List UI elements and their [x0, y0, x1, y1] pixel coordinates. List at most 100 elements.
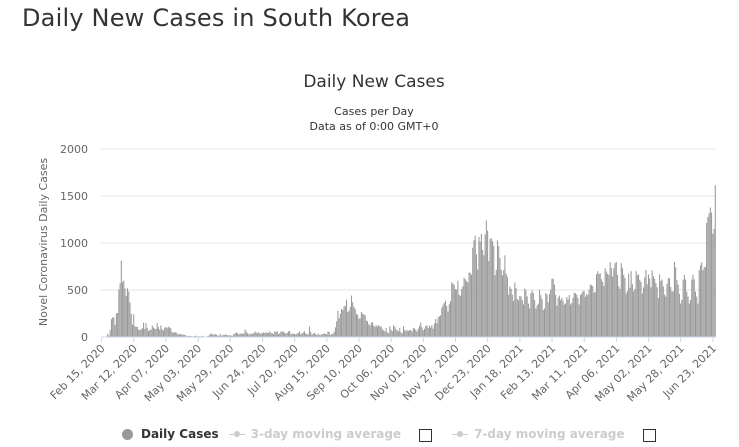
bar [212, 334, 214, 337]
bar [562, 301, 564, 337]
bar [624, 278, 626, 337]
bar [578, 304, 580, 337]
bar [396, 330, 398, 337]
bar [665, 296, 667, 337]
bar [155, 328, 157, 337]
bar [133, 314, 135, 337]
bar [420, 322, 422, 337]
bar [548, 294, 550, 337]
bar [274, 331, 276, 337]
bar [591, 285, 593, 337]
bar [287, 331, 289, 337]
bar [255, 332, 257, 337]
bar [306, 333, 308, 337]
bar [537, 303, 539, 337]
bar [712, 233, 714, 337]
bar [232, 335, 234, 337]
bar [373, 325, 375, 337]
bar [713, 228, 715, 337]
legend-item-3day-average[interactable]: 3-day moving average [228, 426, 442, 442]
bar [610, 267, 612, 337]
bar [709, 207, 711, 337]
bar [219, 333, 221, 337]
bar [619, 288, 621, 337]
bar [530, 293, 532, 337]
bar [571, 302, 573, 337]
bar [301, 333, 303, 337]
bar [365, 320, 367, 337]
bar [451, 282, 453, 337]
bar [529, 308, 531, 337]
bar [170, 328, 172, 337]
page-title: Daily New Cases in South Korea [22, 4, 411, 32]
bar [670, 286, 672, 337]
y-tick-label: 1000 [60, 237, 88, 250]
checkbox-7day-average[interactable] [642, 429, 656, 442]
bar [676, 280, 678, 337]
bar-series [103, 185, 716, 337]
bar [551, 278, 553, 337]
bar [685, 279, 687, 337]
bar [125, 295, 127, 337]
bar [146, 327, 148, 337]
bar [347, 312, 349, 337]
bar [615, 262, 617, 337]
bar [546, 294, 548, 337]
bar [302, 332, 304, 337]
bar [344, 305, 346, 337]
bar [431, 325, 433, 337]
bar [324, 333, 327, 337]
bar [394, 326, 396, 337]
bar [178, 334, 181, 337]
bar [483, 255, 485, 337]
bar [595, 274, 598, 337]
bar [264, 333, 266, 337]
bar [647, 274, 649, 337]
bar [690, 299, 692, 337]
bar [582, 291, 584, 337]
bar [427, 327, 429, 337]
bar [577, 297, 579, 337]
bar [514, 282, 516, 337]
bar [542, 309, 544, 337]
bar [357, 314, 359, 337]
bar [438, 316, 440, 337]
legend-label-3day: 3-day moving average [250, 427, 402, 441]
bar [289, 331, 291, 337]
bar [605, 271, 607, 337]
bar [691, 279, 693, 337]
bar [412, 327, 414, 337]
bar [312, 333, 314, 337]
bar [143, 322, 145, 337]
bar [334, 327, 336, 337]
bar [341, 309, 343, 337]
bar [671, 291, 673, 337]
bar [457, 280, 459, 337]
bar [495, 269, 497, 337]
legend-item-7day-average[interactable]: 7-day moving average [452, 426, 665, 442]
x-tick-label: Aug 15, 2020 [271, 342, 332, 403]
bar [699, 265, 701, 337]
bar [333, 331, 335, 337]
bar [505, 273, 507, 337]
bar [149, 329, 151, 337]
bar [555, 294, 557, 337]
bar [108, 335, 110, 337]
bar [474, 235, 476, 337]
bar [526, 296, 528, 337]
bar [249, 333, 251, 337]
x-tick-label: Nov 27, 2020 [400, 342, 461, 403]
bar [693, 279, 695, 337]
bar [586, 293, 588, 337]
bar [452, 283, 454, 337]
bar [560, 299, 562, 337]
checkbox-3day-average[interactable] [419, 429, 433, 442]
bar [613, 268, 615, 337]
bar [683, 274, 685, 337]
legend-item-daily-cases[interactable]: Daily Cases [122, 427, 219, 441]
bar [563, 304, 565, 337]
bar [370, 322, 372, 337]
chart-subtitle-line2: Data as of 0:00 GMT+0 [310, 120, 439, 133]
bar [379, 326, 381, 337]
x-tick-label: Nov 01, 2020 [368, 342, 429, 403]
